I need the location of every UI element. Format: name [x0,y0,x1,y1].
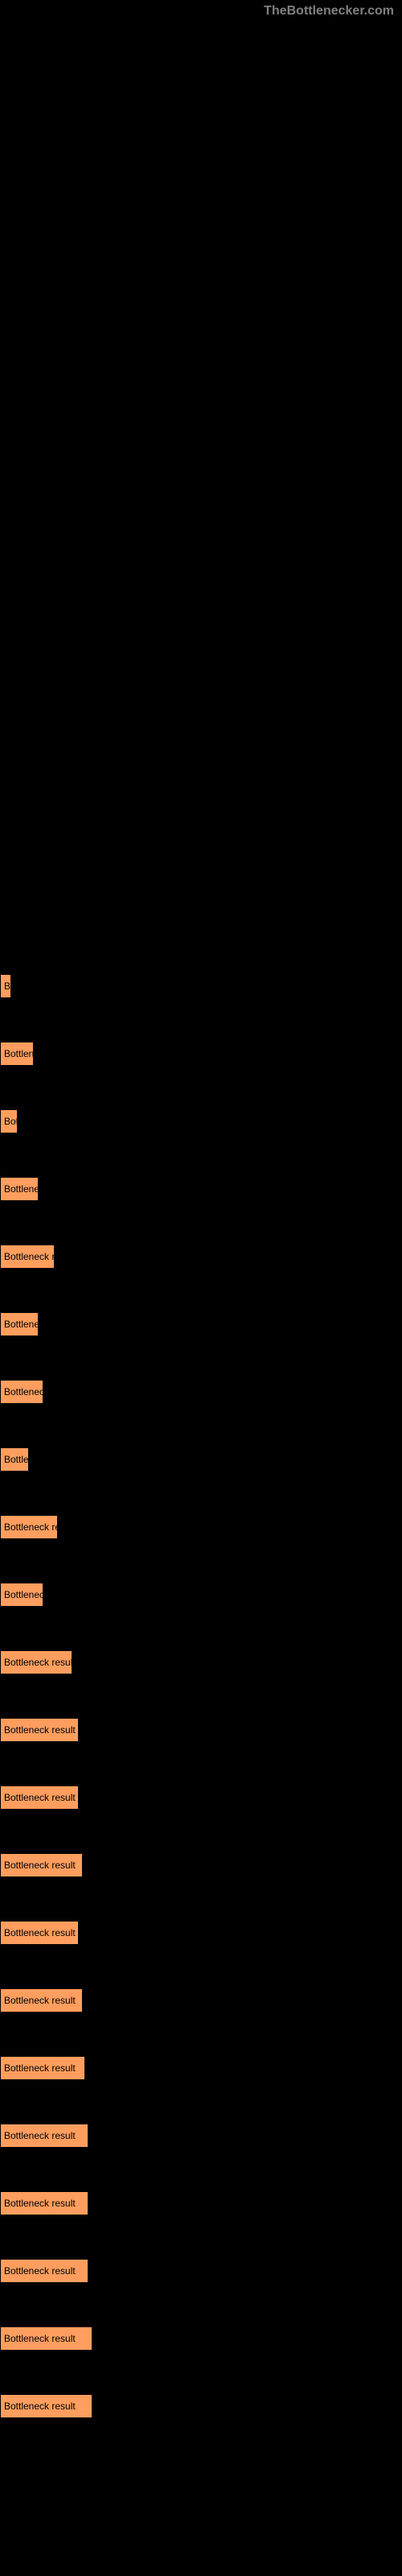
bar-container: Bottleneck resul [0,1650,402,1674]
chart-bar: Bottleneck result [0,1785,79,1810]
watermark: TheBottlenecker.com [264,4,394,19]
bar-container: Bottleneck result [0,1718,402,1742]
bar-chart: B Bottlen Bot Bottlene Bottleneck r Bottlene B… [0,0,402,2418]
chart-bar: Bottleneck r [0,1245,55,1269]
chart-bar: Bottleneck result [0,1988,83,2013]
chart-bar: Bottleneck result [0,1718,79,1742]
bar-container: Bottleneck result [0,2394,402,2418]
bar-container: Bottleneck result [0,2191,402,2215]
chart-bar: Bottleneck result [0,2394,92,2418]
bar-container: Bottlene [0,1312,402,1336]
bar-container: Bottleneck result [0,1988,402,2013]
chart-bar: B [0,974,11,998]
bar-container: Bottleneck result [0,1853,402,1877]
chart-bar: Bottleneck resul [0,1650,72,1674]
chart-bar: Bottlenec [0,1583,43,1607]
chart-bar: Bottleneck result [0,1921,79,1945]
chart-bar: Bottleneck result [0,2056,85,2080]
bar-container: Bottleneck result [0,2326,402,2351]
bar-container: Bottle [0,1447,402,1472]
chart-bar: Bottle [0,1447,29,1472]
bar-container: Bottleneck r [0,1245,402,1269]
bar-container: Bottleneck result [0,1921,402,1945]
chart-bar: Bot [0,1109,18,1133]
chart-bar: Bottlene [0,1312,39,1336]
chart-bar: Bottleneck re [0,1515,58,1539]
chart-bar: Bottleneck result [0,2326,92,2351]
bar-container: Bottlene [0,1177,402,1201]
bar-container: Bottlenec [0,1380,402,1404]
chart-bar: Bottleneck result [0,2191,88,2215]
bar-container: Bottleneck result [0,2259,402,2283]
bar-container: Bottleneck result [0,1785,402,1810]
bar-container: Bottlen [0,1042,402,1066]
chart-bar: Bottleneck result [0,2259,88,2283]
bar-container: Bot [0,1109,402,1133]
chart-bar: Bottleneck result [0,1853,83,1877]
chart-bar: Bottlene [0,1177,39,1201]
bar-container: Bottleneck re [0,1515,402,1539]
bar-container: Bottleneck result [0,2124,402,2148]
chart-bar: Bottleneck result [0,2124,88,2148]
bar-container: Bottlenec [0,1583,402,1607]
chart-bar: Bottlenec [0,1380,43,1404]
bar-container: B [0,974,402,998]
chart-bar: Bottlen [0,1042,34,1066]
bar-container: Bottleneck result [0,2056,402,2080]
